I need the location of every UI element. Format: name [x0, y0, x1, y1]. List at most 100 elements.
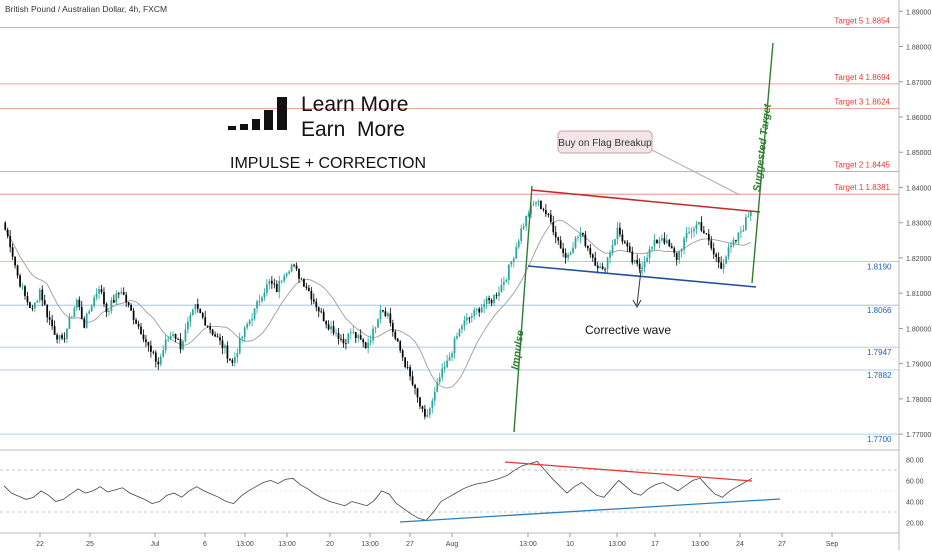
- candle-body: [656, 239, 658, 244]
- candle-body: [327, 324, 330, 330]
- candle-body: [564, 252, 567, 258]
- candle-body: [219, 337, 221, 341]
- candle-body: [505, 279, 508, 282]
- candle-body: [448, 357, 451, 361]
- candle-body: [384, 311, 387, 317]
- candle-body: [298, 269, 300, 279]
- candle-body: [120, 291, 123, 294]
- candle-body: [159, 356, 162, 365]
- rsi-layer: 80.00 60.00 40.00 20.00: [0, 457, 924, 527]
- target-label: Target 4 1.8694: [834, 73, 890, 82]
- candle-body: [145, 339, 147, 343]
- candle-body: [473, 309, 476, 316]
- rsi-divergence-top: [504, 461, 753, 482]
- candle-body: [256, 301, 258, 309]
- candle-body: [285, 273, 288, 277]
- candle-body: [191, 309, 194, 315]
- callout-text: Buy on Flag Breakup: [558, 138, 652, 149]
- candle-body: [29, 302, 31, 309]
- time-tick-label: 13:00: [361, 541, 379, 548]
- support-label: 1.7947: [867, 348, 892, 357]
- candle-body: [201, 313, 204, 318]
- support-label: 1.8066: [867, 306, 892, 315]
- candle-body: [283, 276, 286, 281]
- candle-body: [293, 264, 295, 266]
- candle-body: [685, 232, 688, 239]
- candle-body: [226, 345, 229, 359]
- candle-body: [216, 336, 219, 338]
- candle-body: [66, 328, 68, 339]
- time-axis-ticks: 22 25 Jul 6 13:00 13:00 20 13:00 27 Aug 13:00 10 13:…: [36, 533, 838, 548]
- candle-body: [387, 313, 389, 317]
- candle-body: [142, 334, 145, 340]
- candle-body: [172, 334, 174, 337]
- candle-body: [194, 304, 197, 310]
- candle-body: [125, 294, 128, 303]
- candle-body: [332, 326, 335, 334]
- candle-body: [493, 295, 495, 304]
- candle-body: [419, 397, 421, 407]
- candle-body: [453, 338, 456, 354]
- candle-body: [58, 335, 61, 340]
- rsi-tick-label: 60.00: [906, 478, 924, 485]
- candle-body: [584, 234, 587, 247]
- candle-body: [100, 289, 103, 292]
- candle-body: [347, 333, 350, 344]
- candle-body: [325, 321, 328, 325]
- logo-bar-1: [228, 126, 236, 130]
- candle-body: [305, 286, 308, 289]
- corrective-arrow-head: [632, 299, 642, 309]
- time-tick-label: 17: [651, 541, 659, 548]
- candle-body: [651, 246, 653, 249]
- candle-body: [140, 326, 142, 335]
- candle-body: [535, 202, 537, 205]
- candle-body: [643, 261, 646, 268]
- candle-body: [251, 318, 253, 321]
- candle-body: [157, 361, 160, 365]
- candle-body: [609, 252, 611, 258]
- candle-body: [206, 325, 209, 327]
- candle-body: [725, 256, 727, 264]
- candle-body: [61, 335, 63, 339]
- candle-body: [478, 308, 481, 313]
- candle-body: [735, 240, 737, 241]
- candle-body: [619, 227, 621, 235]
- candle-body: [663, 238, 666, 244]
- candle-body: [549, 214, 552, 223]
- candle-body: [51, 319, 54, 327]
- candle-body: [103, 291, 105, 304]
- candle-body: [690, 231, 693, 233]
- candle-body: [19, 275, 21, 287]
- candle-body: [71, 317, 73, 318]
- candle-body: [653, 239, 656, 247]
- candle-body: [552, 222, 555, 233]
- candle-body: [715, 254, 718, 257]
- candle-body: [315, 301, 318, 308]
- candle-body: [431, 400, 434, 409]
- candle-body: [394, 331, 397, 339]
- target-label: Target 3 1.8624: [834, 98, 890, 107]
- candle-body: [574, 238, 577, 248]
- brand-logo: [228, 97, 287, 130]
- candle-body: [421, 406, 424, 409]
- candle-body: [6, 229, 9, 237]
- callout-pointer: [651, 149, 741, 196]
- moving-average-line: [4, 219, 752, 389]
- rsi-tick-label: 40.00: [906, 499, 924, 506]
- logo-bar-2: [240, 124, 248, 130]
- price-tick-label: 1.84000: [906, 185, 931, 192]
- candle-body: [68, 317, 71, 329]
- candle-body: [352, 332, 355, 333]
- candle-body: [246, 324, 249, 328]
- candle-body: [303, 279, 305, 287]
- rsi-tick-label: 20.00: [906, 520, 924, 527]
- candle-body: [75, 299, 78, 308]
- price-tick-label: 1.85000: [906, 150, 931, 157]
- candle-body: [631, 251, 634, 263]
- candle-body: [485, 298, 488, 305]
- candle-body: [628, 246, 631, 252]
- impulse-line: [513, 185, 533, 433]
- time-tick-label: Aug: [446, 541, 459, 548]
- candle-body: [335, 332, 337, 334]
